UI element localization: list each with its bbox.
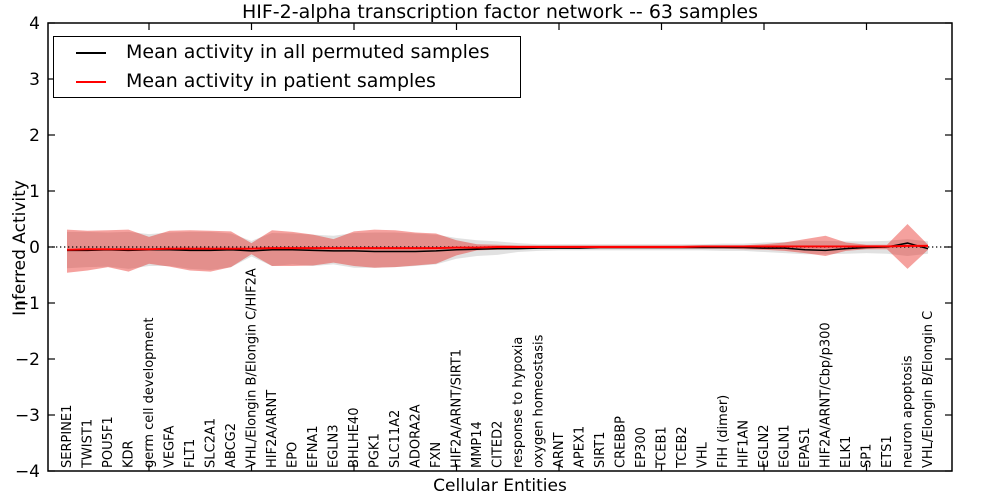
permuted-line-swatch xyxy=(76,52,106,54)
x-tick-label: CITED2 xyxy=(491,421,506,468)
x-tick-label: EGLN2 xyxy=(757,424,772,468)
x-tick-label: EFNA1 xyxy=(306,425,321,468)
x-tick-label: ELK1 xyxy=(839,436,854,468)
x-tick-label: ABCG2 xyxy=(224,423,239,468)
x-tick-label: TWIST1 xyxy=(81,419,96,469)
x-tick-label: ARNT xyxy=(552,432,567,468)
y-tick-label: −2 xyxy=(15,350,40,370)
x-axis-label: Cellular Entities xyxy=(433,476,567,496)
y-axis-label: Inferred Activity xyxy=(10,180,30,316)
x-tick-label: APEX1 xyxy=(573,426,588,468)
legend-item-patient: Mean activity in patient samples xyxy=(54,67,520,96)
x-tick-label: ADORA2A xyxy=(409,404,424,468)
y-tick-label: −1 xyxy=(15,294,40,314)
x-tick-label: FLT1 xyxy=(183,439,198,468)
y-tick-label: 3 xyxy=(29,70,40,90)
x-tick-label: SERPINE1 xyxy=(60,405,75,468)
x-tick-label: SIRT1 xyxy=(593,432,608,468)
y-tick-label: 2 xyxy=(29,126,40,146)
y-tick-label: 4 xyxy=(29,14,40,34)
y-tick-label: −3 xyxy=(15,406,40,426)
legend-item-permuted: Mean activity in all permuted samples xyxy=(54,38,520,67)
y-tick-label: 1 xyxy=(29,182,40,202)
x-tick-label: HIF2A/ARNT/SIRT1 xyxy=(450,349,465,468)
x-tick-label: TCEB1 xyxy=(655,426,670,469)
x-tick-label: oxygen homeostasis xyxy=(532,334,547,468)
x-tick-label: MMP14 xyxy=(470,421,485,468)
x-tick-label: germ cell development xyxy=(142,318,157,468)
chart-title: HIF-2-alpha transcription factor network… xyxy=(241,1,759,23)
x-tick-label: SLC2A1 xyxy=(204,418,219,468)
permuted-mean-line xyxy=(67,242,929,253)
x-tick-label: PGK1 xyxy=(368,433,383,468)
x-tick-label: SLC11A2 xyxy=(388,410,403,468)
x-tick-label: FXN xyxy=(429,442,444,468)
x-tick-label: VHL/Elongin B/Elongin C/HIF2A xyxy=(245,268,260,468)
legend-label-patient: Mean activity in patient samples xyxy=(126,70,436,92)
x-tick-label: HIF1AN xyxy=(737,420,752,468)
x-tick-label: TCEB2 xyxy=(675,426,690,469)
patient-mean-line xyxy=(66,244,928,251)
legend: Mean activity in all permuted samples Me… xyxy=(53,36,521,98)
y-tick-label: 0 xyxy=(29,238,40,258)
x-tick-label: KDR xyxy=(122,440,137,468)
x-tick-label: HIF2A/ARNT/Cbp/p300 xyxy=(819,322,834,468)
y-tick-label: −4 xyxy=(15,462,40,482)
x-tick-label: HIF2A/ARNT xyxy=(265,390,280,468)
x-tick-label: CREBBP xyxy=(614,416,629,468)
x-tick-label: EGLN1 xyxy=(778,424,793,468)
x-tick-label: response to hypoxia xyxy=(511,337,526,468)
x-tick-label: SP1 xyxy=(860,444,875,468)
x-tick-label: EPO xyxy=(286,442,301,468)
x-tick-label: EPAS1 xyxy=(798,427,813,468)
permuted-band xyxy=(67,231,928,270)
x-tick-label: EGLN3 xyxy=(327,424,342,468)
x-tick-label: POU5F1 xyxy=(101,416,116,468)
x-tick-label: EP300 xyxy=(634,427,649,468)
x-tick-label: VHL/Elongin B/Elongin C xyxy=(921,311,936,468)
patient-line-swatch xyxy=(76,81,106,83)
x-tick-label: FIH (dimer) xyxy=(716,395,731,468)
x-tick-label: ETS1 xyxy=(880,435,895,468)
x-tick-label: BHLHE40 xyxy=(347,408,362,468)
legend-label-permuted: Mean activity in all permuted samples xyxy=(126,41,490,63)
x-tick-label: neuron apoptosis xyxy=(901,355,916,468)
x-tick-label: VHL xyxy=(696,441,711,468)
x-tick-label: VEGFA xyxy=(163,426,178,468)
